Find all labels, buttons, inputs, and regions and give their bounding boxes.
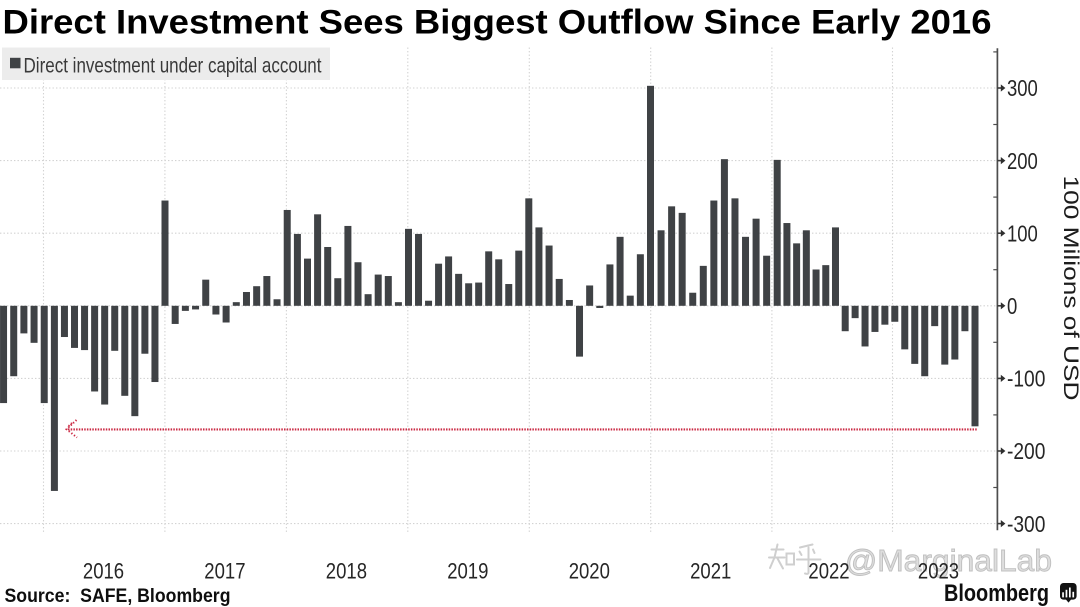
svg-text:2022: 2022 <box>808 558 849 583</box>
svg-text:2017: 2017 <box>204 558 245 583</box>
svg-text:2018: 2018 <box>326 558 367 583</box>
svg-text:2016: 2016 <box>83 558 124 583</box>
svg-text:Direct investment under capita: Direct investment under capital account <box>24 54 322 78</box>
svg-text:200: 200 <box>1007 148 1038 174</box>
svg-text:2023: 2023 <box>918 558 959 583</box>
svg-text:2021: 2021 <box>690 558 731 583</box>
svg-text:Direct Investment Sees Biggest: Direct Investment Sees Biggest Outflow S… <box>3 4 992 42</box>
svg-text:100: 100 <box>1007 220 1038 246</box>
svg-text:Source: SAFE, Bloomberg: Source: SAFE, Bloomberg <box>5 585 231 607</box>
svg-text:2019: 2019 <box>447 558 488 583</box>
svg-text:0: 0 <box>1007 293 1017 319</box>
svg-text:300: 300 <box>1007 75 1038 101</box>
svg-text:100 Milions of USD: 100 Milions of USD <box>1059 176 1080 401</box>
svg-text:-200: -200 <box>1007 438 1045 464</box>
svg-text:@MarginalLab: @MarginalLab <box>845 544 1052 578</box>
svg-text:-300: -300 <box>1007 511 1045 537</box>
svg-text:-100: -100 <box>1007 366 1045 392</box>
svg-text:Bloomberg: Bloomberg <box>944 580 1049 607</box>
svg-text:2020: 2020 <box>569 558 610 583</box>
